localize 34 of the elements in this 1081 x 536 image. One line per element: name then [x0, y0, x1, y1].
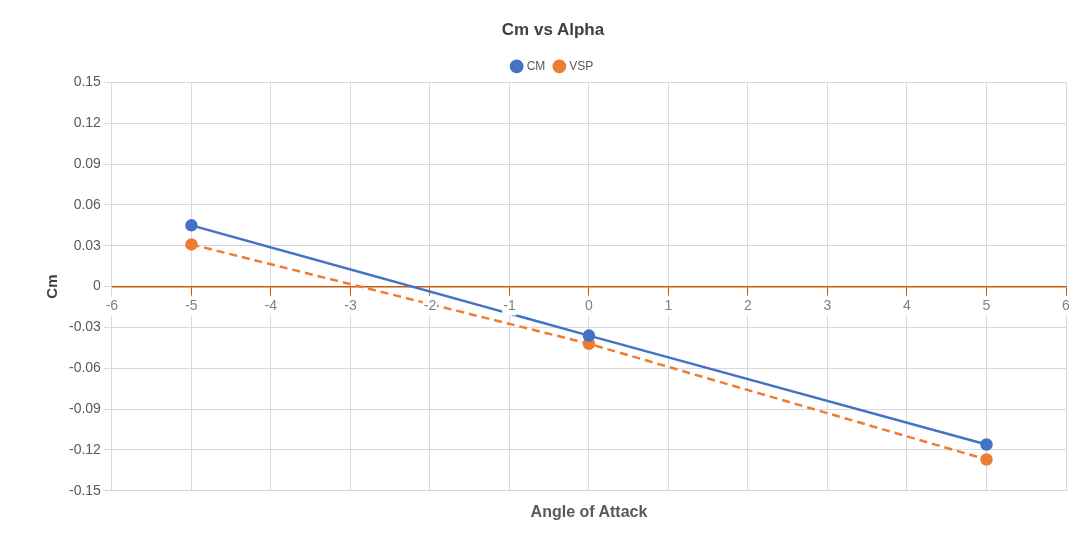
point: [185, 238, 198, 251]
x-tick-label: -2: [423, 296, 437, 313]
x-axis-title: Angle of Attack: [530, 502, 648, 520]
x-tick-label: 0: [585, 296, 594, 313]
x-tick-label: -1: [503, 296, 516, 313]
x-tick-label: -4: [264, 296, 278, 313]
y-tick-label: -0.09: [68, 399, 102, 416]
y-tick-label: -0.06: [68, 359, 102, 376]
x-tick-label: -3: [344, 296, 357, 313]
y-tick-label: -0.03: [68, 318, 102, 335]
legend-label: CM: [526, 58, 546, 73]
point: [980, 438, 993, 451]
x-tick-label: 2: [744, 296, 753, 313]
y-tick-label: 0.06: [73, 195, 102, 212]
x-tick-label: 1: [664, 296, 673, 313]
x-tick-label: 6: [1062, 296, 1071, 313]
y-axis-title: Cm: [43, 274, 61, 299]
point: [980, 453, 993, 466]
point: [582, 329, 596, 342]
y-tick-label: 0.12: [73, 114, 102, 131]
x-tick-label: 4: [903, 296, 912, 313]
x-tick-label: 5: [982, 296, 991, 313]
x-tick-label: 3: [823, 296, 832, 313]
y-tick-label: 0.15: [73, 73, 102, 90]
point: [185, 219, 198, 232]
x-tick-label: -5: [185, 296, 198, 313]
x-tick-label: -6: [105, 296, 119, 313]
legend-label: VSP: [569, 58, 594, 73]
y-tick-label: 0.09: [73, 154, 102, 171]
y-tick-label: 0: [93, 277, 102, 294]
y-tick-label: -0.15: [68, 481, 102, 498]
y-tick-label: -0.12: [68, 440, 102, 457]
chart-title: Cm vs Alpha: [501, 19, 605, 39]
y-tick-label: 0.03: [73, 236, 102, 253]
